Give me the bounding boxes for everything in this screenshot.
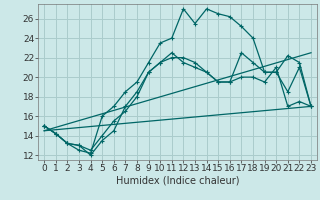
X-axis label: Humidex (Indice chaleur): Humidex (Indice chaleur) [116, 176, 239, 186]
